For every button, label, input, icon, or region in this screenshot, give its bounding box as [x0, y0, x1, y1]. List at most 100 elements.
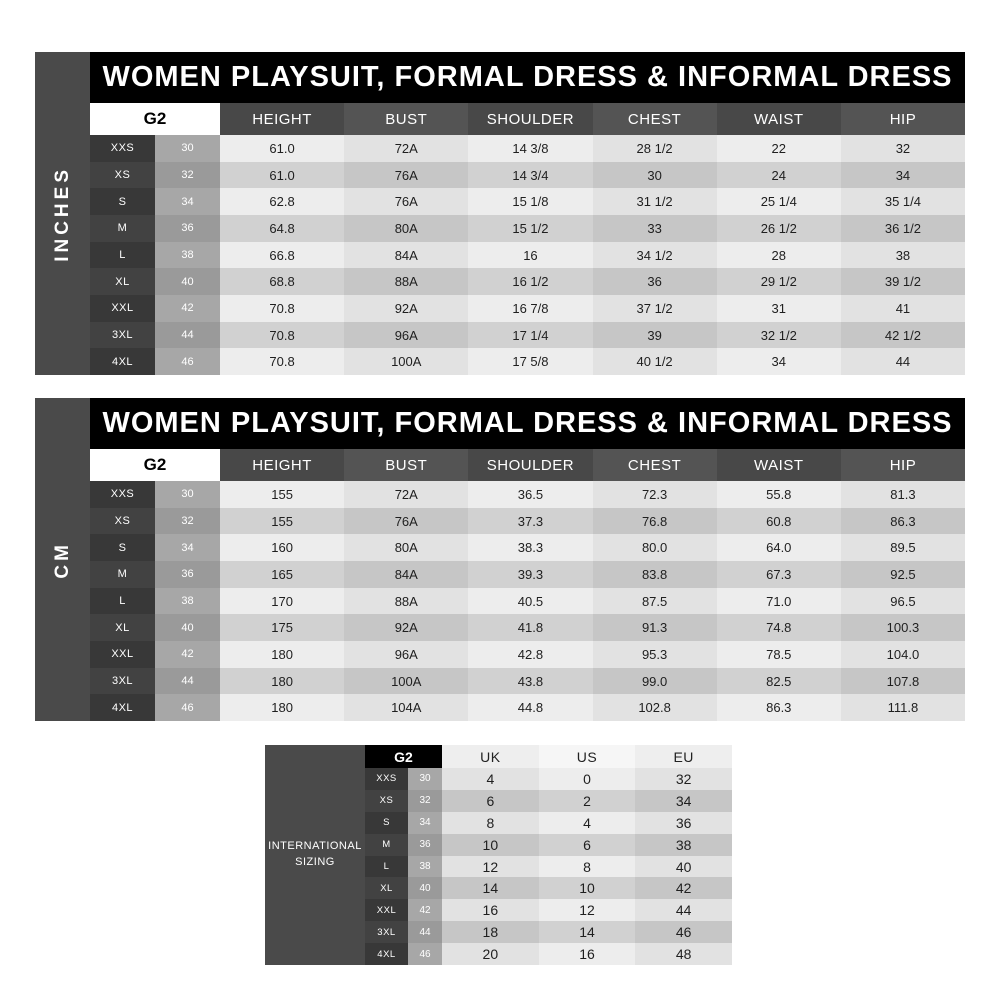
data-cell: 84A	[344, 241, 469, 269]
data-cell: 37 1/2	[592, 295, 717, 322]
size-cell: L	[90, 241, 155, 269]
size-cell: XXL	[90, 641, 155, 668]
size-cell: XS	[365, 789, 408, 812]
table-row: XL 40 14 10 42	[365, 877, 733, 900]
international-sizing-label: INTERNATIONAL SIZING	[265, 745, 365, 965]
data-cell: 40 1/2	[592, 348, 717, 376]
data-cell: 22	[716, 135, 841, 162]
data-cell: 34	[635, 789, 733, 812]
g2-number-cell: 42	[408, 899, 442, 922]
size-cell: S	[365, 811, 408, 834]
header-row: G2 UK US EU	[365, 745, 733, 768]
table-rows: XXS 30 61.0 72A 14 3/8 28 1/2 22 32 XS 32 61.0 76A 1…	[90, 135, 966, 376]
size-cell: XL	[90, 614, 155, 642]
table-row: XXS 30 61.0 72A 14 3/8 28 1/2 22 32	[90, 135, 966, 162]
data-cell: 72A	[344, 481, 469, 508]
data-cell: 17 1/4	[468, 321, 593, 349]
unit-label-text: CM	[51, 540, 73, 579]
data-cell: 34 1/2	[592, 241, 717, 269]
size-cell: M	[90, 561, 155, 588]
g2-number-cell: 34	[155, 534, 220, 562]
size-cell: M	[90, 215, 155, 242]
data-cell: 91.3	[592, 614, 717, 642]
table-row: XXL 42 16 12 44	[365, 899, 733, 922]
data-cell: 81.3	[840, 481, 966, 508]
data-cell: 8	[442, 811, 539, 834]
data-cell: 72A	[344, 135, 469, 162]
size-cell: XXS	[365, 768, 408, 790]
inches-table: INCHES WOMEN PLAYSUIT, FORMAL DRESS & IN…	[35, 52, 966, 376]
table-rows: XXS 30 155 72A 36.5 72.3 55.8 81.3 XS 32 155 76A 37.…	[90, 481, 966, 722]
column-header: BUST	[344, 449, 469, 481]
data-cell: 180	[220, 641, 345, 668]
data-cell: 78.5	[716, 641, 841, 668]
data-cell: 43.8	[468, 667, 593, 695]
data-cell: 111.8	[840, 694, 966, 722]
data-cell: 17 5/8	[468, 348, 593, 376]
data-cell: 99.0	[592, 667, 717, 695]
data-cell: 96.5	[840, 587, 966, 615]
table-row: XL 40 175 92A 41.8 91.3 74.8 100.3	[90, 614, 966, 642]
data-cell: 0	[538, 768, 636, 790]
data-cell: 16 1/2	[468, 268, 593, 296]
data-cell: 86.3	[840, 507, 966, 535]
data-cell: 180	[220, 694, 345, 722]
data-cell: 39 1/2	[840, 268, 966, 296]
data-cell: 88A	[344, 587, 469, 615]
column-header: HIP	[840, 103, 966, 135]
g2-number-cell: 36	[155, 561, 220, 588]
data-cell: 41.8	[468, 614, 593, 642]
inches-table-main: WOMEN PLAYSUIT, FORMAL DRESS & INFORMAL …	[90, 52, 966, 376]
data-cell: 14 3/4	[468, 161, 593, 189]
size-cell: S	[90, 534, 155, 562]
data-cell: 44	[840, 348, 966, 376]
g2-number-cell: 40	[155, 614, 220, 642]
data-cell: 34	[716, 348, 841, 376]
size-cell: XL	[90, 268, 155, 296]
data-cell: 92A	[344, 614, 469, 642]
table-row: L 38 170 88A 40.5 87.5 71.0 96.5	[90, 587, 966, 615]
data-cell: 32	[635, 768, 733, 790]
data-cell: 12	[538, 899, 636, 922]
data-cell: 15 1/2	[468, 215, 593, 242]
size-cell: XS	[90, 161, 155, 189]
data-cell: 96A	[344, 641, 469, 668]
table-row: 3XL 44 180 100A 43.8 99.0 82.5 107.8	[90, 667, 966, 695]
g2-number-cell: 44	[408, 921, 442, 944]
data-cell: 34	[840, 161, 966, 189]
column-header: HEIGHT	[220, 449, 345, 481]
cm-table: CM WOMEN PLAYSUIT, FORMAL DRESS & INFORM…	[35, 398, 966, 722]
data-cell: 76A	[344, 188, 469, 216]
size-cell: S	[90, 188, 155, 216]
table-row: XXS 30 155 72A 36.5 72.3 55.8 81.3	[90, 481, 966, 508]
g2-number-cell: 34	[408, 811, 442, 834]
data-cell: 42	[635, 877, 733, 900]
data-cell: 70.8	[220, 321, 345, 349]
data-cell: 60.8	[716, 507, 841, 535]
column-header: WAIST	[716, 449, 841, 481]
g2-number-cell: 42	[155, 641, 220, 668]
table-row: XS 32 155 76A 37.3 76.8 60.8 86.3	[90, 507, 966, 535]
size-cell: 4XL	[90, 348, 155, 376]
data-cell: 62.8	[220, 188, 345, 216]
table-title: WOMEN PLAYSUIT, FORMAL DRESS & INFORMAL …	[90, 52, 965, 103]
table-title: WOMEN PLAYSUIT, FORMAL DRESS & INFORMAL …	[90, 398, 965, 449]
data-cell: 165	[220, 561, 345, 588]
data-cell: 61.0	[220, 161, 345, 189]
data-cell: 32 1/2	[716, 321, 841, 349]
header-row: G2 HEIGHT BUST SHOULDER CHEST WAIST HIP	[90, 103, 966, 135]
data-cell: 84A	[344, 561, 469, 588]
size-cell: 3XL	[365, 921, 408, 944]
data-cell: 30	[592, 161, 717, 189]
table-row: XXS 30 4 0 32	[365, 768, 733, 790]
data-cell: 48	[635, 943, 733, 966]
data-cell: 33	[592, 215, 717, 242]
size-cell: XXS	[90, 135, 155, 162]
g2-number-cell: 30	[408, 768, 442, 790]
g2-number-cell: 36	[408, 833, 442, 856]
data-cell: 86.3	[716, 694, 841, 722]
table-row: 4XL 46 180 104A 44.8 102.8 86.3 111.8	[90, 694, 966, 722]
data-cell: 40.5	[468, 587, 593, 615]
table-row: S 34 160 80A 38.3 80.0 64.0 89.5	[90, 534, 966, 562]
data-cell: 76A	[344, 161, 469, 189]
